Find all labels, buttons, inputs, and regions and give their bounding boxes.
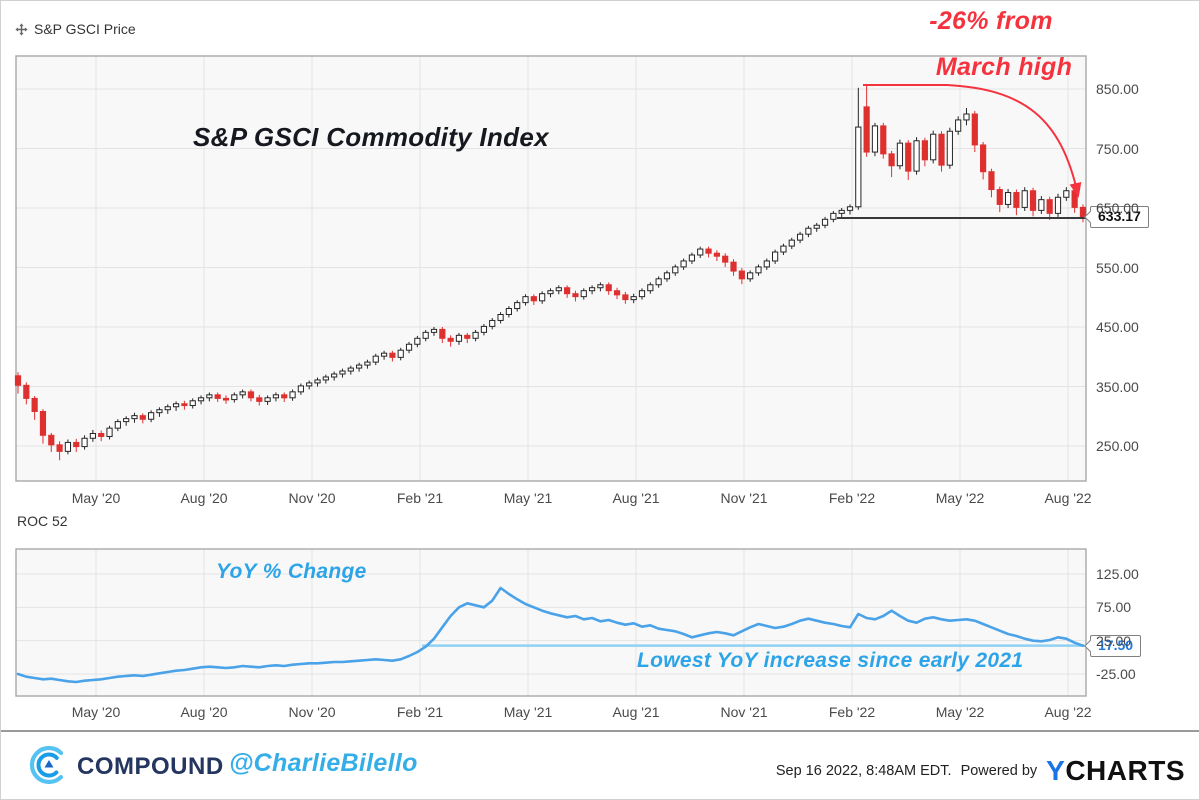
- roc-x-axis-label: Nov '21: [720, 704, 768, 720]
- brand-name: COMPOUND: [77, 753, 224, 780]
- price-panel: [15, 55, 1087, 482]
- roc-x-axis-label: Aug '21: [612, 704, 660, 720]
- roc-x-axis-label: May '21: [503, 704, 553, 720]
- timestamp: Sep 16 2022, 8:48AM EDT.: [775, 763, 952, 779]
- footer-attribution: Sep 16 2022, 8:48AM EDT. Powered by YCHA…: [776, 751, 1185, 791]
- price-x-axis-label: Feb '21: [396, 490, 444, 506]
- price-x-axis-label: Aug '21: [612, 490, 660, 506]
- roc-panel-label: ROC 52: [17, 513, 68, 529]
- price-x-axis-label: May '22: [935, 490, 985, 506]
- ycharts-logo-charts: CHARTS: [1065, 755, 1185, 786]
- price-y-axis-label: 450.00: [1096, 319, 1139, 335]
- candlestick-series: [14, 84, 1087, 461]
- price-y-axis-label: 550.00: [1096, 259, 1139, 276]
- series-header: S&P GSCI Price: [15, 21, 136, 37]
- price-x-axis-label: May '20: [71, 490, 121, 506]
- roc-x-axis-label: Feb '22: [828, 704, 876, 720]
- annotation-lowest-yoy: Lowest YoY increase since early 2021: [637, 649, 1024, 672]
- roc-x-axis-label: Nov '20: [288, 704, 336, 720]
- roc-x-axis-label: May '22: [935, 704, 985, 720]
- price-x-axis-label: Aug '22: [1044, 490, 1092, 506]
- price-y-axis-label: 850.00: [1096, 81, 1139, 97]
- last-price-callout: 633.17: [1090, 206, 1149, 228]
- price-x-axis-label: Aug '20: [180, 490, 228, 506]
- roc-x-axis-label: Feb '21: [396, 704, 444, 720]
- annotation-drawdown-line2: March high: [935, 53, 1073, 81]
- ycharts-logo: YCHARTS: [1046, 757, 1185, 785]
- roc-panel: [15, 548, 1087, 697]
- price-x-axis-label: Feb '22: [828, 490, 876, 506]
- price-x-axis-label: May '21: [503, 490, 553, 506]
- annotation-yoy-change: YoY % Change: [216, 560, 367, 583]
- powered-by-label: Powered by: [960, 763, 1038, 779]
- price-x-axis-label: Nov '21: [720, 490, 768, 506]
- price-y-axis-label: 250.00: [1096, 438, 1139, 454]
- roc-y-axis-label: -25.00: [1096, 666, 1136, 682]
- march-high-arc: [863, 84, 1082, 198]
- roc-line: [16, 586, 1085, 684]
- twitter-handle[interactable]: @CharlieBilello: [229, 749, 418, 777]
- roc-y-axis-label: 125.00: [1096, 566, 1139, 582]
- annotation-drawdown-line1: -26% from: [929, 7, 1053, 35]
- price-x-axis-label: Nov '20: [288, 490, 336, 506]
- annotation-chart-title: S&P GSCI Commodity Index: [193, 122, 549, 152]
- price-y-axis-label: 650.00: [1096, 200, 1139, 216]
- roc-x-axis-label: Aug '20: [180, 704, 228, 720]
- roc-x-axis-label: Aug '22: [1044, 704, 1092, 720]
- price-y-axis-label: 750.00: [1096, 140, 1139, 157]
- move-icon[interactable]: [15, 22, 28, 36]
- roc-y-axis-label: 25.00: [1096, 632, 1132, 649]
- roc-x-axis-label: May '20: [71, 704, 121, 720]
- footer-divider: [1, 730, 1199, 732]
- roc-y-axis-label: 75.00: [1096, 599, 1132, 616]
- ycharts-logo-y: Y: [1046, 755, 1066, 786]
- compound-logo-icon: [27, 743, 71, 792]
- series-label: S&P GSCI Price: [34, 21, 136, 37]
- last-roc-callout: 17.50: [1090, 635, 1142, 657]
- price-y-axis-label: 350.00: [1096, 378, 1139, 395]
